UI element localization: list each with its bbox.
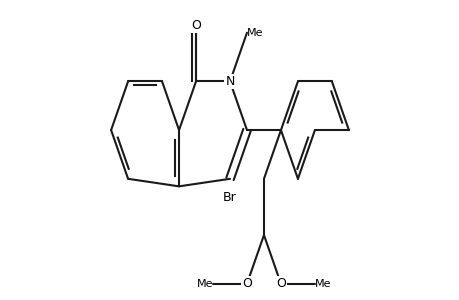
- Text: Me: Me: [314, 279, 330, 289]
- Text: O: O: [190, 19, 201, 32]
- Text: Me: Me: [246, 28, 263, 38]
- Text: N: N: [225, 75, 234, 88]
- Text: O: O: [241, 277, 252, 290]
- Text: O: O: [275, 277, 285, 290]
- Text: Br: Br: [223, 191, 236, 204]
- Text: Me: Me: [196, 279, 213, 289]
